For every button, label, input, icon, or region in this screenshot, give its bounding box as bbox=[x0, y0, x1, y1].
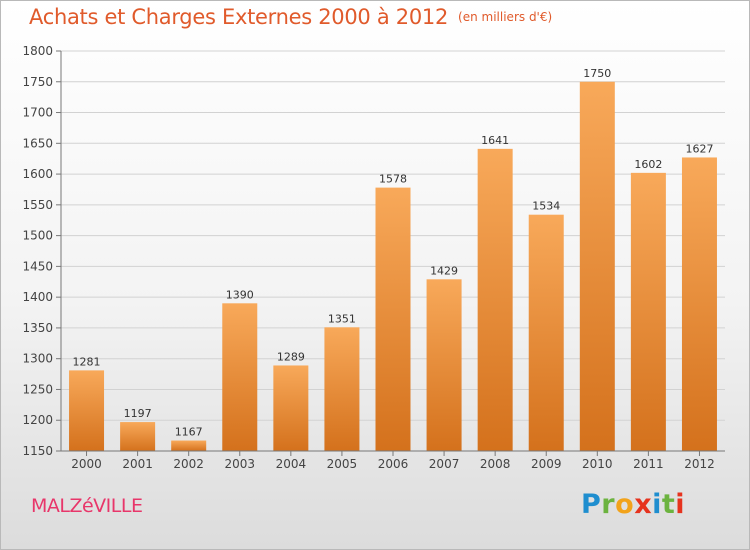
x-tick-label: 2003 bbox=[224, 457, 255, 471]
chart-title-text: Achats et Charges Externes 2000 à 2012 bbox=[29, 5, 449, 29]
x-tick-label: 2001 bbox=[122, 457, 153, 471]
bar bbox=[273, 365, 309, 451]
logo-letter: t bbox=[661, 489, 676, 520]
bar-value-label: 1197 bbox=[124, 407, 152, 420]
y-tick-label: 1200 bbox=[22, 413, 53, 427]
logo-letter: o bbox=[615, 489, 635, 520]
bar bbox=[477, 148, 513, 451]
bar bbox=[630, 172, 666, 451]
y-tick-label: 1500 bbox=[22, 229, 53, 243]
bar-value-label: 1289 bbox=[277, 350, 305, 363]
bar-value-label: 1429 bbox=[430, 264, 458, 277]
bar-value-label: 1627 bbox=[685, 142, 713, 155]
bar-value-label: 1390 bbox=[226, 288, 254, 301]
bar-value-label: 1167 bbox=[175, 426, 203, 439]
bar-value-labels: 1281 1197 1167 1390 1289 1351 1578 1429 1641 1534… bbox=[73, 67, 714, 439]
y-tick-label: 1750 bbox=[22, 75, 53, 89]
logo-letter: i bbox=[652, 489, 662, 520]
x-tick-label: 2007 bbox=[429, 457, 460, 471]
x-tick-label: 2009 bbox=[531, 457, 562, 471]
y-tick-label: 1350 bbox=[22, 321, 53, 335]
bar-chart: 1281 1197 1167 1390 1289 1351 1578 1429 1641 1534… bbox=[22, 44, 725, 471]
axes: 1150 1200 1250 1300 1350 1400 1450 1500 1550 1600… bbox=[22, 44, 725, 471]
y-tick-label: 1550 bbox=[22, 198, 53, 212]
logo-letter: r bbox=[601, 489, 616, 520]
logo-letter: i bbox=[675, 489, 686, 520]
x-tick-label: 2002 bbox=[173, 457, 204, 471]
y-tick-label: 1300 bbox=[22, 352, 53, 366]
y-tick-label: 1150 bbox=[22, 444, 53, 458]
proxiti-logo: Proxiti bbox=[581, 489, 685, 520]
bar bbox=[426, 279, 462, 451]
y-tick-label: 1600 bbox=[22, 167, 53, 181]
bar bbox=[324, 327, 360, 451]
y-tick-label: 1700 bbox=[22, 106, 53, 120]
x-tick-label: 2004 bbox=[276, 457, 307, 471]
bar bbox=[579, 81, 615, 452]
bar bbox=[120, 422, 156, 451]
bar bbox=[375, 187, 411, 451]
bar-value-label: 1578 bbox=[379, 173, 407, 186]
bar-value-label: 1351 bbox=[328, 312, 356, 325]
chart-title: Achats et Charges Externes 2000 à 2012 (e… bbox=[29, 5, 552, 29]
bar-value-label: 1641 bbox=[481, 134, 509, 147]
logo-letter: x bbox=[634, 489, 653, 520]
y-tick-label: 1400 bbox=[22, 290, 53, 304]
x-tick-label: 2006 bbox=[378, 457, 409, 471]
x-tick-label: 2012 bbox=[684, 457, 715, 471]
y-tick-label: 1800 bbox=[22, 44, 53, 58]
logo-letter: P bbox=[581, 489, 602, 520]
bar bbox=[69, 370, 105, 451]
bar bbox=[171, 440, 207, 451]
x-tick-label: 2011 bbox=[633, 457, 664, 471]
bar-value-label: 1750 bbox=[583, 67, 611, 80]
bar-value-label: 1602 bbox=[634, 158, 662, 171]
bar-value-label: 1534 bbox=[532, 200, 560, 213]
y-tick-label: 1450 bbox=[22, 259, 53, 273]
bars bbox=[69, 81, 717, 452]
bar bbox=[528, 214, 564, 451]
bar bbox=[222, 303, 258, 451]
x-tick-label: 2005 bbox=[327, 457, 358, 471]
y-tick-label: 1250 bbox=[22, 382, 53, 396]
x-tick-label: 2000 bbox=[71, 457, 102, 471]
bar-value-label: 1281 bbox=[73, 355, 101, 368]
chart-unit: (en milliers d'€) bbox=[458, 10, 553, 24]
x-tick-label: 2008 bbox=[480, 457, 511, 471]
y-tick-label: 1650 bbox=[22, 136, 53, 150]
bar bbox=[681, 157, 717, 451]
city-name: MALZéVILLE bbox=[31, 495, 143, 517]
x-tick-label: 2010 bbox=[582, 457, 613, 471]
